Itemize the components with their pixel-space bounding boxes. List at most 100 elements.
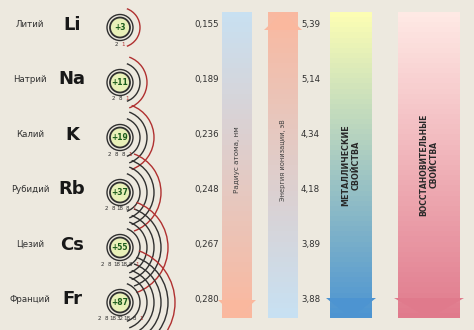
Bar xyxy=(398,170,460,175)
Bar xyxy=(268,236,298,242)
Text: +3: +3 xyxy=(114,23,126,32)
Bar xyxy=(268,68,298,73)
Bar xyxy=(398,221,460,226)
Bar xyxy=(268,292,298,298)
Bar xyxy=(330,38,372,43)
Bar xyxy=(222,73,252,78)
Bar xyxy=(330,145,372,150)
Text: 5,14: 5,14 xyxy=(301,75,320,84)
Bar xyxy=(330,63,372,68)
Bar xyxy=(268,180,298,185)
Bar xyxy=(398,22,460,27)
Bar xyxy=(268,38,298,43)
Bar xyxy=(222,196,252,201)
Text: 8: 8 xyxy=(104,316,108,321)
Bar xyxy=(268,216,298,221)
Text: 18: 18 xyxy=(120,261,127,267)
Text: 1: 1 xyxy=(132,207,136,212)
Bar xyxy=(330,242,372,247)
Text: 3,88: 3,88 xyxy=(301,295,320,304)
Bar xyxy=(330,236,372,242)
Bar xyxy=(330,221,372,226)
Bar xyxy=(268,88,298,94)
Bar xyxy=(222,114,252,119)
Bar xyxy=(398,196,460,201)
Text: +19: +19 xyxy=(111,133,128,142)
Bar xyxy=(398,124,460,129)
Bar xyxy=(398,185,460,190)
Text: 8: 8 xyxy=(118,96,122,102)
Bar xyxy=(268,257,298,262)
Bar xyxy=(222,68,252,73)
Bar xyxy=(268,277,298,282)
Bar xyxy=(268,109,298,114)
Bar xyxy=(222,231,252,236)
Bar xyxy=(330,292,372,298)
Text: Цезий: Цезий xyxy=(16,240,44,249)
Text: 18: 18 xyxy=(113,261,120,267)
Text: 2: 2 xyxy=(97,316,101,321)
Bar xyxy=(330,22,372,27)
Text: 2: 2 xyxy=(111,96,115,102)
Bar xyxy=(330,140,372,145)
Bar xyxy=(222,201,252,206)
Bar xyxy=(398,17,460,22)
Bar xyxy=(398,83,460,88)
Bar xyxy=(398,282,460,287)
Bar xyxy=(398,262,460,267)
Bar xyxy=(398,211,460,216)
Bar xyxy=(398,267,460,272)
Bar xyxy=(268,298,298,303)
Text: 8: 8 xyxy=(129,261,132,267)
Bar xyxy=(330,257,372,262)
Bar xyxy=(398,175,460,180)
Bar xyxy=(398,190,460,196)
Bar xyxy=(398,68,460,73)
Bar xyxy=(330,190,372,196)
Bar xyxy=(330,226,372,231)
Bar xyxy=(268,63,298,68)
Bar xyxy=(330,134,372,140)
Bar xyxy=(398,32,460,38)
Bar xyxy=(330,12,372,17)
Bar xyxy=(268,104,298,109)
Text: Рубидий: Рубидий xyxy=(11,185,49,194)
Text: Li: Li xyxy=(63,16,81,34)
Text: +55: +55 xyxy=(112,243,128,252)
Bar xyxy=(398,109,460,114)
Text: 8: 8 xyxy=(125,207,129,212)
Text: Cs: Cs xyxy=(60,236,84,253)
Bar xyxy=(222,185,252,190)
Bar xyxy=(398,292,460,298)
Bar xyxy=(268,94,298,99)
Bar xyxy=(330,73,372,78)
Bar xyxy=(330,216,372,221)
Polygon shape xyxy=(218,300,256,318)
Bar xyxy=(330,211,372,216)
Bar xyxy=(398,38,460,43)
Bar xyxy=(330,272,372,277)
Bar xyxy=(330,180,372,185)
Bar xyxy=(222,109,252,114)
Text: 2: 2 xyxy=(115,42,118,47)
Bar xyxy=(222,298,252,303)
Bar xyxy=(222,236,252,242)
Bar xyxy=(398,134,460,140)
Text: 1: 1 xyxy=(122,42,125,47)
Text: 1: 1 xyxy=(125,96,129,102)
Bar xyxy=(222,27,252,32)
Bar xyxy=(268,226,298,231)
Bar xyxy=(222,206,252,211)
Bar xyxy=(268,165,298,170)
Bar xyxy=(268,313,298,318)
Text: 2: 2 xyxy=(104,207,108,212)
Bar xyxy=(330,231,372,236)
Bar xyxy=(330,109,372,114)
Bar xyxy=(398,201,460,206)
Bar xyxy=(330,165,372,170)
Circle shape xyxy=(110,182,130,203)
Bar xyxy=(268,252,298,257)
Bar xyxy=(222,272,252,277)
Bar xyxy=(222,94,252,99)
Bar xyxy=(222,99,252,104)
